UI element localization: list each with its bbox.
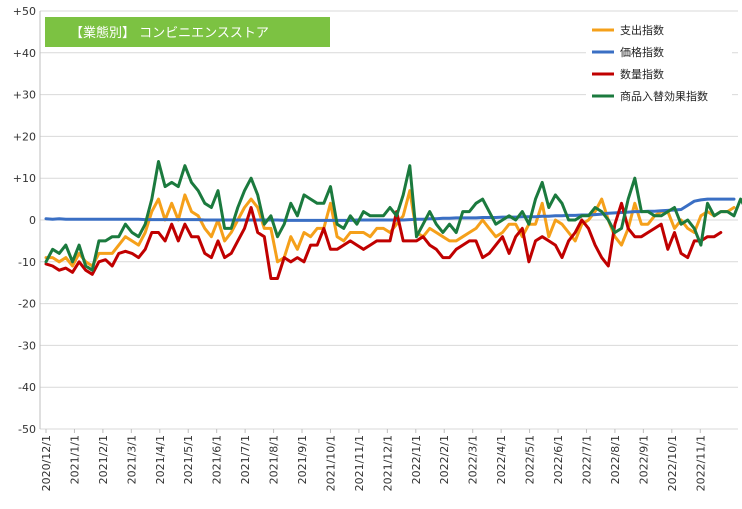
- x-tick-label: 2021/3/1: [125, 435, 138, 484]
- y-tick-label: 0: [29, 214, 36, 227]
- y-tick-label: +50: [13, 5, 36, 18]
- legend-label: 支出指数: [620, 23, 664, 37]
- x-tick-label: 2022/6/1: [552, 435, 565, 484]
- legend-label: 商品入替効果指数: [620, 89, 708, 103]
- y-axis: +50 +40 +30 +20 +10 0 -10 -20 -30 -40 -50: [13, 5, 41, 436]
- y-tick-label: +20: [13, 130, 36, 143]
- y-tick-label: -40: [18, 381, 36, 394]
- x-tick-label: 2021/2/1: [97, 435, 110, 484]
- x-tick-label: 2021/12/1: [381, 435, 394, 491]
- y-tick-label: -10: [18, 256, 36, 269]
- x-tick-label: 2022/2/1: [438, 435, 451, 484]
- x-tick-label: 2021/6/1: [211, 435, 224, 484]
- x-tick-label: 2021/4/1: [154, 435, 167, 484]
- x-tick-label: 2022/11/1: [694, 435, 707, 491]
- x-tick-label: 2022/9/1: [637, 435, 650, 484]
- x-axis: 2020/12/1 2021/1/1 2021/2/1 2021/3/1 2021/4/…: [40, 429, 707, 491]
- x-tick-label: 2021/8/1: [268, 435, 281, 484]
- x-tick-label: 2022/4/1: [495, 435, 508, 484]
- chart-title-box: 【業態別】 コンビニエンスストア: [45, 17, 330, 47]
- x-tick-label: 2022/5/1: [524, 435, 537, 484]
- x-tick-label: 2021/1/1: [68, 435, 81, 484]
- legend-label: 価格指数: [620, 45, 664, 59]
- y-tick-label: +10: [13, 172, 36, 185]
- x-tick-label: 2022/8/1: [609, 435, 622, 484]
- series-line-3: [44, 201, 723, 280]
- x-tick-label: 2021/11/1: [353, 435, 366, 491]
- x-tick-label: 2022/3/1: [467, 435, 480, 484]
- x-tick-label: 2022/10/1: [666, 435, 679, 491]
- y-tick-label: +40: [13, 47, 36, 60]
- y-tick-label: +30: [13, 89, 36, 102]
- x-tick-label: 2022/1/1: [410, 435, 423, 484]
- x-tick-label: 2020/12/1: [40, 435, 53, 491]
- series-lines: [44, 160, 742, 280]
- x-tick-label: 2021/5/1: [182, 435, 195, 484]
- y-tick-label: -50: [18, 423, 36, 436]
- series-line-4: [44, 160, 742, 272]
- legend-label: 数量指数: [620, 67, 664, 81]
- x-tick-label: 2021/7/1: [239, 435, 252, 484]
- y-tick-label: -20: [18, 298, 36, 311]
- chart-title: 【業態別】 コンビニエンスストア: [70, 25, 269, 41]
- series-line-1: [44, 189, 736, 268]
- y-tick-label: -30: [18, 339, 36, 352]
- x-tick-label: 2022/7/1: [580, 435, 593, 484]
- title-background: [45, 17, 330, 47]
- x-tick-label: 2021/9/1: [296, 435, 309, 484]
- x-tick-label: 2021/10/1: [324, 435, 337, 491]
